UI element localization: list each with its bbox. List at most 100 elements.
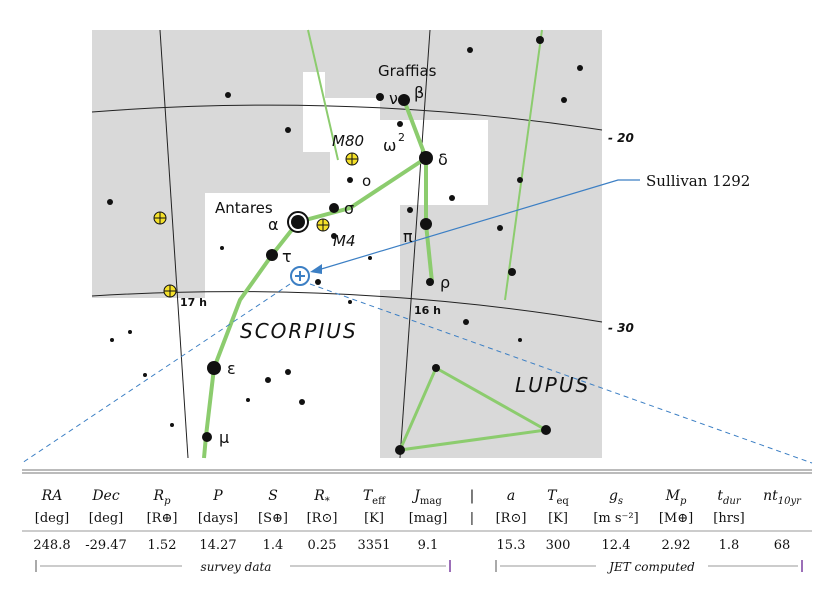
scorpius-figure bbox=[402, 99, 434, 283]
star-sigma bbox=[329, 203, 339, 213]
label-mu: μ bbox=[219, 428, 229, 447]
star-omega bbox=[397, 121, 403, 127]
cluster-m80-icon bbox=[345, 152, 359, 166]
header-a: a bbox=[506, 488, 516, 504]
ra-line-16h bbox=[399, 29, 431, 459]
value-tdur: 1.8 bbox=[718, 538, 740, 553]
unit-gs: [m s⁻²] bbox=[593, 511, 639, 526]
label-m4: M4 bbox=[333, 232, 356, 250]
value-jmag: 9.1 bbox=[417, 538, 439, 553]
unit-separator: | bbox=[469, 511, 475, 526]
value-dec: -29.47 bbox=[85, 538, 127, 553]
star-lupus-1 bbox=[541, 425, 551, 435]
label-16h: 16 h bbox=[414, 304, 441, 317]
header-ra: RA bbox=[41, 488, 63, 504]
value-gs: 12.4 bbox=[601, 538, 631, 553]
header-s: S bbox=[268, 488, 278, 504]
dec-line-20 bbox=[91, 104, 603, 131]
value-ra: 248.8 bbox=[33, 538, 71, 553]
header-separator: | bbox=[469, 488, 475, 504]
label-dec-20: - 20 bbox=[608, 131, 634, 145]
cluster-icon-2 bbox=[163, 284, 177, 298]
header-p: P bbox=[213, 488, 223, 504]
star-lupus-3 bbox=[432, 364, 440, 372]
label-m80: M80 bbox=[332, 132, 364, 150]
label-scorpius: SCORPIUS bbox=[240, 319, 358, 343]
unit-dec: [deg] bbox=[88, 511, 124, 526]
zoom-line-right bbox=[309, 283, 813, 464]
value-mp: 2.92 bbox=[661, 538, 691, 553]
unit-ra: [deg] bbox=[34, 511, 70, 526]
lupus-figure bbox=[397, 365, 551, 452]
dec-line-30 bbox=[91, 291, 603, 323]
star-graffias bbox=[398, 94, 410, 106]
label-beta: β bbox=[414, 83, 424, 102]
unit-tdur: [hrs] bbox=[713, 511, 745, 526]
star-mu bbox=[202, 432, 212, 442]
value-rp: 1.52 bbox=[147, 538, 177, 553]
label-target: Sullivan 1292 bbox=[646, 172, 750, 190]
header-mp: Mp bbox=[665, 488, 687, 507]
header-rp: Rp bbox=[153, 488, 171, 507]
cluster-m4-icon bbox=[316, 218, 330, 232]
parameter-table: RA Dec Rp P S R* Teff Jmag | a Teq gs Mp… bbox=[0, 468, 830, 599]
target-pointer-line bbox=[317, 179, 640, 271]
star-nu bbox=[376, 93, 384, 101]
star-tau bbox=[266, 249, 278, 261]
caption-survey-data: survey data bbox=[200, 560, 272, 574]
star-chart: SCORPIUS LUPUS Graffias ν β ω 2 δ o σ α … bbox=[21, 29, 813, 464]
value-p: 14.27 bbox=[199, 538, 237, 553]
label-rho: ρ bbox=[440, 273, 450, 292]
label-17h: 17 h bbox=[180, 296, 207, 309]
value-teff: 3351 bbox=[357, 538, 391, 553]
header-nt10yr: nt10yr bbox=[763, 488, 801, 507]
star-rho bbox=[426, 278, 434, 286]
label-dec-30: - 30 bbox=[608, 321, 634, 335]
label-graffias: Graffias bbox=[378, 62, 437, 80]
unit-a: [R⊙] bbox=[495, 511, 527, 526]
header-jmag: Jmag bbox=[414, 488, 442, 507]
label-o: o bbox=[362, 172, 371, 190]
header-gs: gs bbox=[608, 488, 624, 507]
label-antares: Antares bbox=[215, 199, 273, 217]
star-pi bbox=[420, 218, 432, 230]
header-rstar: R* bbox=[314, 488, 330, 507]
header-dec: Dec bbox=[92, 488, 120, 504]
target-pointer-arrow bbox=[310, 264, 322, 274]
unit-teq: [K] bbox=[548, 511, 568, 526]
scorpius-region-white bbox=[92, 72, 488, 458]
unit-teff: [K] bbox=[364, 511, 384, 526]
star-epsilon bbox=[207, 361, 221, 375]
star-delta bbox=[419, 151, 433, 165]
header-teff: Teff bbox=[362, 488, 386, 507]
label-sigma: σ bbox=[344, 199, 354, 218]
label-lupus: LUPUS bbox=[515, 373, 590, 397]
value-rstar: 0.25 bbox=[307, 538, 337, 553]
boundary-line-2 bbox=[307, 29, 339, 161]
label-delta: δ bbox=[438, 150, 448, 169]
caption-jet-computed: JET computed bbox=[609, 560, 695, 574]
boundary-line bbox=[504, 29, 543, 301]
star-lupus-2 bbox=[395, 445, 405, 455]
unit-mp: [M⊕] bbox=[658, 511, 694, 526]
label-omega-sup: 2 bbox=[398, 131, 405, 144]
unit-rp: [R⊕] bbox=[146, 511, 178, 526]
label-pi: π bbox=[403, 227, 413, 246]
label-nu: ν bbox=[389, 89, 398, 108]
unit-rstar: [R⊙] bbox=[306, 511, 338, 526]
value-a: 15.3 bbox=[496, 538, 526, 553]
stars bbox=[107, 36, 583, 455]
ra-line-17h bbox=[159, 29, 189, 459]
header-tdur: tdur bbox=[717, 488, 741, 507]
scorpius-figure-body bbox=[202, 156, 428, 459]
unit-p: [days] bbox=[197, 511, 239, 526]
table-rules bbox=[22, 469, 812, 572]
label-tau: τ bbox=[282, 247, 292, 266]
value-nt10yr: 68 bbox=[773, 538, 791, 553]
label-omega: ω bbox=[383, 136, 396, 155]
unit-s: [S⊕] bbox=[258, 511, 288, 526]
cluster-icon bbox=[153, 211, 167, 225]
star-o bbox=[347, 177, 353, 183]
header-teq: Teq bbox=[547, 488, 569, 507]
value-s: 1.4 bbox=[262, 538, 284, 553]
